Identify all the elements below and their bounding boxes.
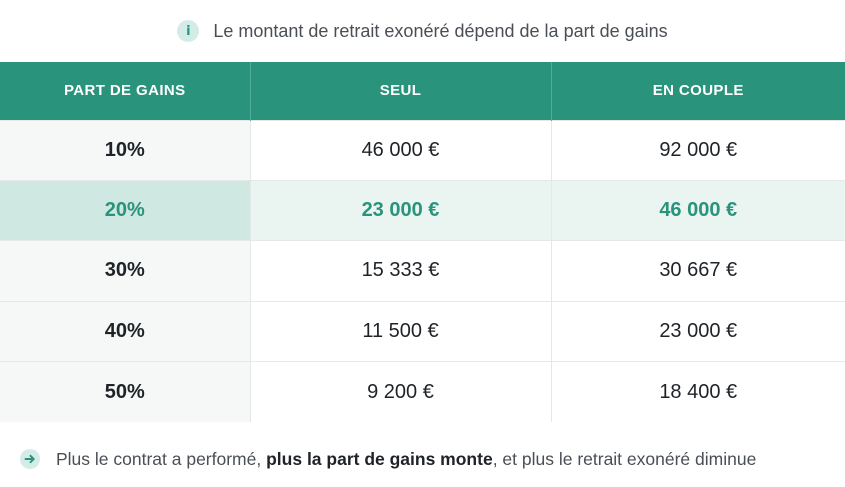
table-row: 30% 15 333 € 30 667 € [0, 240, 845, 302]
header-seul: SEUL [249, 62, 551, 120]
footer-note: Plus le contrat a performé, plus la part… [20, 437, 845, 481]
cell-part: 20% [0, 179, 250, 241]
footer-text: Plus le contrat a performé, plus la part… [56, 448, 757, 469]
footer-text-bold: plus la part de gains monte [266, 448, 493, 469]
cell-seul: 46 000 € [249, 119, 551, 181]
table-row-highlighted: 20% 23 000 € 46 000 € [0, 179, 845, 241]
cell-seul: 15 333 € [249, 240, 551, 302]
cell-couple: 46 000 € [550, 179, 845, 241]
header-en-couple: EN COUPLE [550, 62, 845, 120]
cell-part: 10% [0, 119, 250, 181]
table-row: 40% 11 500 € 23 000 € [0, 300, 845, 362]
table-row: 50% 9 200 € 18 400 € [0, 361, 845, 422]
cell-couple: 92 000 € [550, 119, 845, 181]
arrow-right-icon [20, 449, 40, 469]
cell-part: 30% [0, 240, 250, 302]
cell-seul: 11 500 € [249, 300, 551, 362]
cell-part: 50% [0, 361, 250, 422]
table-header-row: PART DE GAINS SEUL EN COUPLE [0, 62, 845, 120]
gains-table: PART DE GAINS SEUL EN COUPLE 10% 46 000 … [0, 62, 845, 422]
cell-seul: 9 200 € [249, 361, 551, 422]
table-row: 10% 46 000 € 92 000 € [0, 119, 845, 181]
cell-couple: 23 000 € [550, 300, 845, 362]
info-icon: i [177, 20, 200, 42]
header-part-de-gains: PART DE GAINS [63, 82, 186, 100]
cell-part: 40% [0, 300, 250, 362]
cell-couple: 18 400 € [550, 361, 845, 422]
info-text: Le montant de retrait exonéré dépend de … [213, 20, 668, 41]
cell-seul: 23 000 € [249, 179, 551, 241]
info-banner: i Le montant de retrait exonéré dépend d… [0, 0, 845, 62]
cell-couple: 30 667 € [550, 240, 845, 302]
